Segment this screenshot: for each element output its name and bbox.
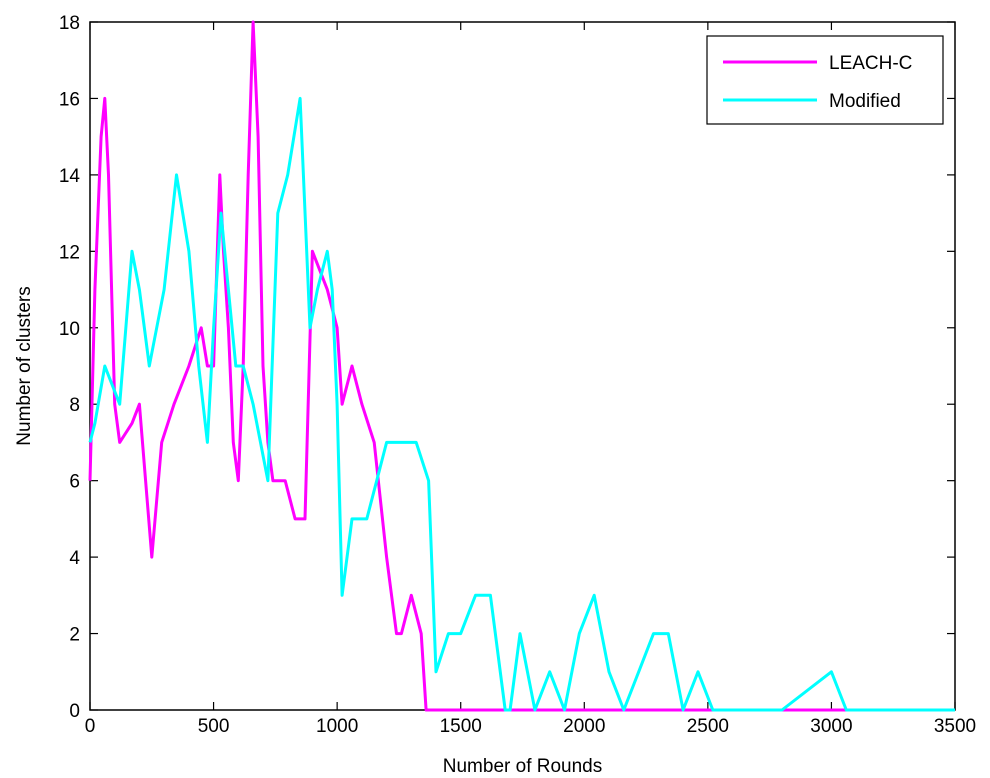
legend: LEACH-C Modified <box>706 35 944 125</box>
x-tick-label: 3000 <box>810 716 852 737</box>
y-tick-label: 0 <box>69 701 80 722</box>
x-tick-label: 3500 <box>934 716 976 737</box>
y-tick-label: 16 <box>59 89 80 110</box>
legend-label: Modified <box>829 91 901 112</box>
x-tick-label: 0 <box>85 716 96 737</box>
y-tick-label: 8 <box>69 395 80 416</box>
y-axis-label: Number of clusters <box>14 286 35 445</box>
y-tick-label: 10 <box>59 319 80 340</box>
y-tick-label: 4 <box>69 548 80 569</box>
y-tick-label: 12 <box>59 242 80 263</box>
y-tick-label: 2 <box>69 625 80 646</box>
axes-layer: 0 500 1000 1500 2000 2500 3000 3500 0 2 4 6 8 10 12 14 1… <box>14 13 976 777</box>
x-tick-label: 2000 <box>563 716 605 737</box>
x-tick-label: 2500 <box>687 716 729 737</box>
series-line-leach-c <box>88 20 857 712</box>
x-axis-label: Number of Rounds <box>443 756 602 777</box>
legend-box <box>706 35 944 125</box>
y-tick-label: 6 <box>69 472 80 493</box>
x-tick-label: 500 <box>198 716 230 737</box>
y-tick-label: 14 <box>59 166 81 187</box>
x-tick-label: 1000 <box>316 716 358 737</box>
series-layer <box>88 20 955 712</box>
plot-frame <box>89 21 956 711</box>
legend-label: LEACH-C <box>829 53 912 74</box>
x-tick-label: 1500 <box>440 716 482 737</box>
series-line-modified <box>88 96 955 712</box>
y-tick-label: 18 <box>59 13 80 34</box>
